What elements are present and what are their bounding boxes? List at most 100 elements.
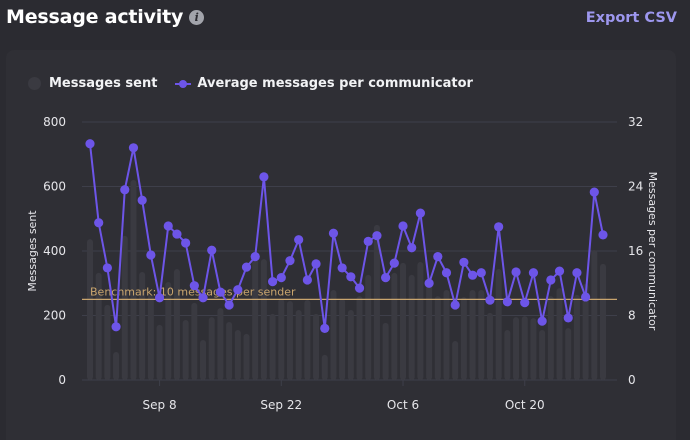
- bar: [156, 324, 163, 380]
- bar: [547, 296, 554, 380]
- bar: [330, 290, 337, 380]
- line-point: [389, 258, 399, 268]
- line-point: [311, 259, 321, 269]
- bar: [147, 294, 154, 380]
- bar: [260, 259, 267, 380]
- bar: [434, 296, 441, 380]
- line-point: [450, 300, 460, 310]
- bar: [373, 224, 380, 380]
- bar: [600, 263, 606, 380]
- y2-tick-label: 8: [628, 309, 636, 323]
- bar: [365, 274, 372, 380]
- y-tick-label: 600: [43, 180, 66, 194]
- page-title: Message activity: [6, 6, 184, 28]
- legend-label: Average messages per communicator: [197, 76, 473, 91]
- bar: [565, 328, 572, 380]
- y2-tick-label: 16: [628, 244, 643, 258]
- bar: [400, 262, 407, 380]
- bar: [339, 299, 346, 380]
- line-series: [85, 139, 608, 333]
- line-point: [233, 285, 243, 295]
- bar: [426, 279, 433, 380]
- bar: [408, 274, 415, 380]
- line-point: [250, 252, 260, 262]
- bar: [495, 269, 502, 380]
- line-point: [381, 273, 391, 283]
- bar: [417, 261, 424, 380]
- bar: [165, 281, 172, 380]
- info-icon[interactable]: i: [189, 9, 205, 25]
- line-point: [563, 313, 573, 323]
- line-point: [589, 187, 599, 197]
- y-tick-label: 200: [43, 309, 66, 323]
- line-point: [267, 277, 278, 287]
- line-point: [163, 221, 173, 231]
- bar: [391, 272, 398, 380]
- bar: [573, 294, 580, 380]
- y2-tick-label: 32: [628, 115, 643, 129]
- x-tick-label: Sep 22: [260, 398, 302, 412]
- bar: [234, 330, 241, 380]
- bar: [113, 351, 120, 380]
- line-point: [520, 298, 530, 308]
- bar: [556, 288, 563, 380]
- line-point: [102, 263, 112, 273]
- bar: [269, 313, 276, 380]
- line-point: [320, 323, 330, 333]
- bar: [121, 235, 128, 380]
- bar: [504, 330, 511, 380]
- bar-swatch-icon: [28, 77, 41, 90]
- line-point: [285, 256, 295, 266]
- bar: [452, 340, 459, 380]
- bar: [226, 321, 233, 380]
- bar: [591, 250, 598, 380]
- line-point: [537, 316, 547, 326]
- line-point: [294, 235, 304, 245]
- line-point: [572, 268, 582, 278]
- line-point: [354, 283, 365, 293]
- bar: [443, 290, 450, 380]
- bar: [469, 290, 476, 380]
- y2-tick-label: 0: [628, 373, 636, 387]
- line-swatch-icon: [175, 77, 192, 90]
- line-point: [215, 287, 226, 297]
- bar: [217, 308, 224, 380]
- legend-item-messages-sent[interactable]: Messages sent: [28, 76, 157, 91]
- bar: [104, 304, 111, 380]
- line-point: [276, 273, 286, 283]
- legend-label: Messages sent: [49, 76, 158, 91]
- bar: [304, 300, 311, 380]
- y-tick-label: 400: [43, 244, 66, 258]
- line-point: [485, 295, 495, 305]
- line-point: [328, 228, 339, 238]
- chart-header: Message activity i: [6, 6, 205, 28]
- line-point: [154, 293, 165, 303]
- bar: [200, 340, 207, 380]
- benchmark-label: Benchmark: 10 messages per sender: [90, 285, 296, 298]
- line-point: [441, 268, 452, 278]
- line-point: [424, 278, 434, 288]
- line-point: [346, 272, 356, 282]
- line-point: [189, 281, 199, 291]
- bar: [87, 239, 93, 380]
- line-point: [241, 262, 252, 272]
- bar: [182, 320, 189, 380]
- bar: [382, 322, 389, 380]
- x-tick-label: Oct 20: [505, 398, 545, 412]
- line-point: [198, 293, 208, 303]
- bar: [243, 333, 250, 380]
- export-csv-button[interactable]: Export CSV: [585, 10, 677, 26]
- bar: [356, 296, 363, 380]
- line-point: [476, 268, 486, 278]
- line-point: [502, 297, 512, 307]
- line-point: [528, 268, 539, 278]
- y2-axis-title: Messages per communicator: [646, 172, 659, 331]
- line-point: [372, 231, 382, 241]
- line-point: [337, 263, 347, 273]
- legend-item-average-per-communicator[interactable]: Average messages per communicator: [175, 76, 473, 91]
- x-tick-label: Oct 6: [387, 398, 419, 412]
- bar: [486, 312, 493, 380]
- bar: [313, 313, 320, 380]
- line-point: [181, 238, 191, 248]
- bar: [191, 302, 198, 380]
